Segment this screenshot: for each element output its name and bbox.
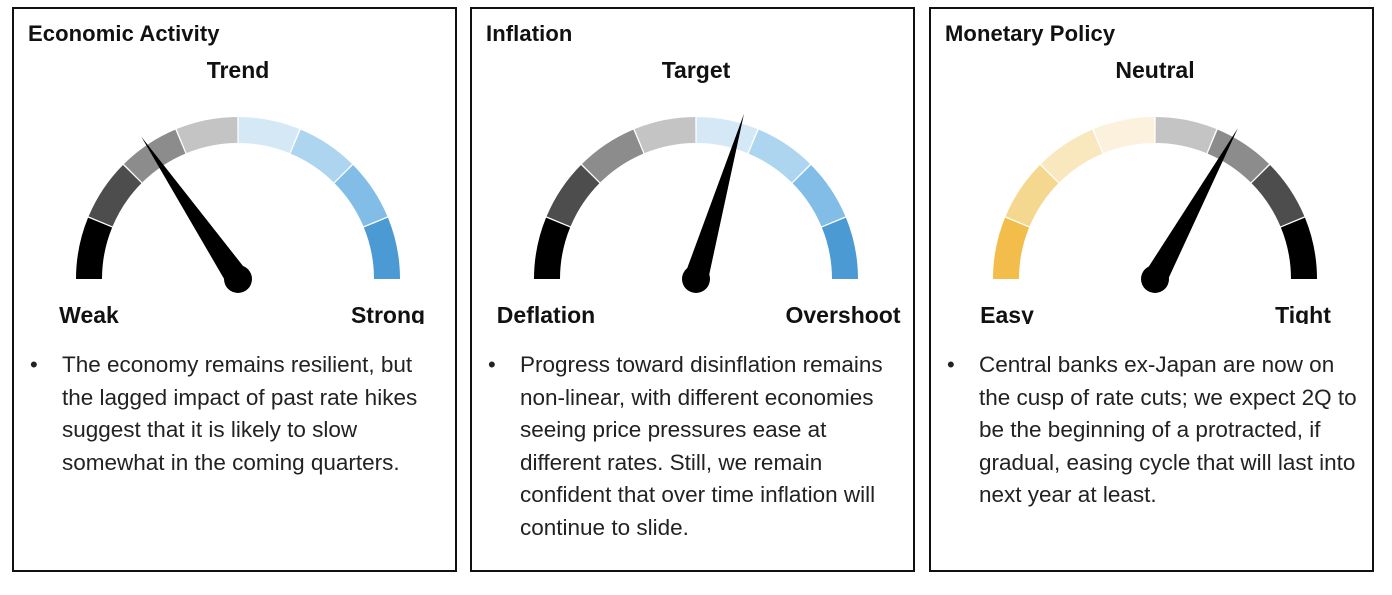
bullet-text: The economy remains resilient, but the l… — [62, 352, 418, 475]
gauge-center-label: Target — [662, 57, 731, 83]
gauge-min-label: Deflation — [497, 302, 595, 324]
gauge-segment — [88, 164, 142, 227]
bullet-list: • Progress toward disinflation remains n… — [486, 349, 906, 544]
gauge-segment — [696, 117, 758, 154]
panel-inflation: Inflation Target Deflation Overshoot • P… — [470, 7, 915, 572]
gauge-center-label: Trend — [207, 57, 270, 83]
gauge-segment — [534, 217, 571, 279]
panel-title: Economic Activity — [28, 21, 220, 46]
gauge-segment — [363, 217, 401, 279]
gauge-segment — [1207, 129, 1270, 183]
gauge-min-label: Easy — [980, 302, 1034, 324]
bullet-dot: • — [947, 352, 955, 377]
bullet-text: Central banks ex-Japan are now on the cu… — [979, 352, 1357, 507]
gauge-segment — [1093, 117, 1155, 154]
gauge-segment — [1280, 217, 1317, 279]
gauge-hub — [1141, 265, 1169, 293]
gauge-max-label: Overshoot — [785, 302, 900, 324]
gauge-segment — [634, 117, 696, 154]
bullet-list: • Central banks ex-Japan are now on the … — [945, 349, 1365, 512]
gauge-segment — [581, 129, 644, 183]
gauge-segment — [76, 217, 113, 279]
gauge-segment — [334, 164, 388, 227]
gauge-needle — [141, 136, 248, 286]
gauge-hub — [682, 265, 710, 293]
gauge-segment — [1005, 164, 1059, 227]
gauge-monetary-policy: Neutral Easy Tight — [931, 49, 1376, 324]
gauge-max-label: Strong — [351, 302, 425, 324]
gauge-svg: Trend Weak Strong — [59, 57, 425, 324]
gauge-segment — [238, 117, 300, 154]
gauge-segment — [748, 129, 811, 183]
gauge-segment — [176, 117, 238, 154]
gauge-needle — [1144, 128, 1238, 285]
gauge-hub — [224, 265, 252, 293]
gauge-economic-activity: Trend Weak Strong — [14, 49, 459, 324]
gauge-needle — [684, 113, 744, 283]
gauge-center-label: Neutral — [1115, 57, 1194, 83]
list-item: • Progress toward disinflation remains n… — [486, 349, 906, 544]
list-item: • Central banks ex-Japan are now on the … — [945, 349, 1365, 512]
gauge-segment — [1251, 164, 1305, 227]
gauge-min-label: Weak — [59, 302, 119, 324]
gauge-segments — [534, 117, 858, 279]
bullet-list: • The economy remains resilient, but the… — [28, 349, 448, 479]
gauge-segment — [821, 217, 858, 279]
gauge-inflation: Target Deflation Overshoot — [472, 49, 917, 324]
gauge-segment — [1155, 117, 1217, 154]
bullet-text: Progress toward disinflation remains non… — [520, 352, 883, 540]
bullet-dot: • — [30, 352, 38, 377]
gauge-svg: Neutral Easy Tight — [980, 57, 1331, 324]
gauge-svg: Target Deflation Overshoot — [497, 57, 901, 324]
list-item: • The economy remains resilient, but the… — [28, 349, 448, 479]
gauge-segment — [792, 164, 846, 227]
bullet-dot: • — [488, 352, 496, 377]
panel-title: Monetary Policy — [945, 21, 1116, 46]
gauge-max-label: Tight — [1275, 302, 1331, 324]
gauge-segments — [76, 117, 401, 279]
gauge-segments — [993, 117, 1317, 279]
gauge-segment — [1040, 129, 1103, 183]
gauge-segment — [993, 217, 1030, 279]
gauge-segment — [546, 164, 600, 227]
gauge-segment — [290, 129, 353, 183]
panel-economic-activity: Economic Activity Trend Weak Strong • Th… — [12, 7, 457, 572]
panel-title: Inflation — [486, 21, 573, 46]
panel-monetary-policy: Monetary Policy Neutral Easy Tight • Cen… — [929, 7, 1374, 572]
